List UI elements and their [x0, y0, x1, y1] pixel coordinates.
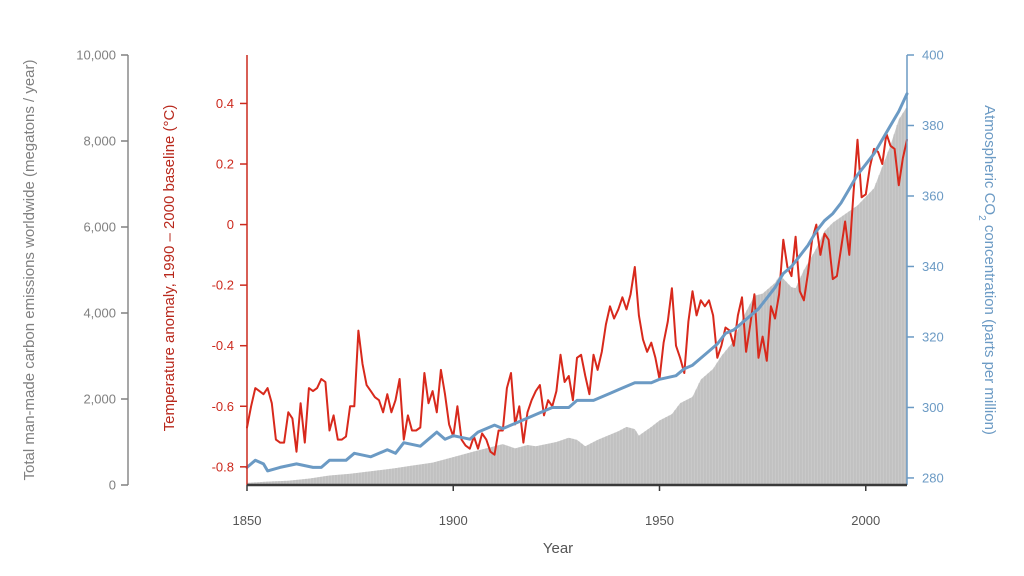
line-layer [245, 92, 909, 473]
emissions-area-layer [247, 106, 907, 485]
emissions-tick-label: 4,000 [83, 306, 116, 321]
co2-tick-label: 320 [922, 329, 944, 344]
emissions-tick-label: 10,000 [76, 48, 116, 63]
emissions-tick-label: 0 [109, 478, 116, 493]
year-tick-label: 1850 [233, 513, 262, 528]
temperature-tick-label: 0.4 [216, 96, 234, 111]
co2-tick-label: 380 [922, 118, 944, 133]
co2-axis: Atmospheric CO2 concentration (parts per… [906, 48, 999, 485]
temperature-tick-label: -0.4 [212, 338, 234, 353]
co2-axis-title: Atmospheric CO2 concentration (parts per… [977, 105, 999, 435]
year-axis: Year 1850 1900 1950 2000 [233, 483, 907, 557]
co2-tick-label: 280 [922, 470, 944, 485]
temperature-tick-label: 0.2 [216, 157, 234, 172]
co2-tick-label: 400 [922, 48, 944, 63]
year-tick-label: 2000 [851, 513, 880, 528]
emissions-tick-label: 6,000 [83, 220, 116, 235]
year-axis-title: Year [543, 540, 573, 557]
emissions-tick-label: 8,000 [83, 134, 116, 149]
year-tick-label: 1950 [645, 513, 674, 528]
plot-area [245, 92, 909, 485]
co2-tick-label: 360 [922, 188, 944, 203]
temperature-tick-label: -0.2 [212, 278, 234, 293]
temperature-axis: Temperature anomaly, 1990 – 2000 baselin… [161, 55, 248, 485]
temperature-tick-label: -0.8 [212, 459, 234, 474]
temperature-line [246, 132, 908, 456]
emissions-area [247, 106, 907, 485]
emissions-area-hatching [248, 108, 907, 485]
temperature-tick-label: -0.6 [212, 399, 234, 414]
temperature-tick-label: 0 [227, 217, 234, 232]
year-tick-label: 1900 [439, 513, 468, 528]
co2-tick-label: 340 [922, 259, 944, 274]
emissions-axis-title: Total man-made carbon emissions worldwid… [21, 59, 38, 480]
emissions-tick-label: 2,000 [83, 392, 116, 407]
temperature-axis-title: Temperature anomaly, 1990 – 2000 baselin… [161, 105, 178, 432]
co2-tick-label: 300 [922, 400, 944, 415]
emissions-axis: Total man-made carbon emissions worldwid… [21, 48, 129, 493]
co2-line [245, 92, 909, 473]
